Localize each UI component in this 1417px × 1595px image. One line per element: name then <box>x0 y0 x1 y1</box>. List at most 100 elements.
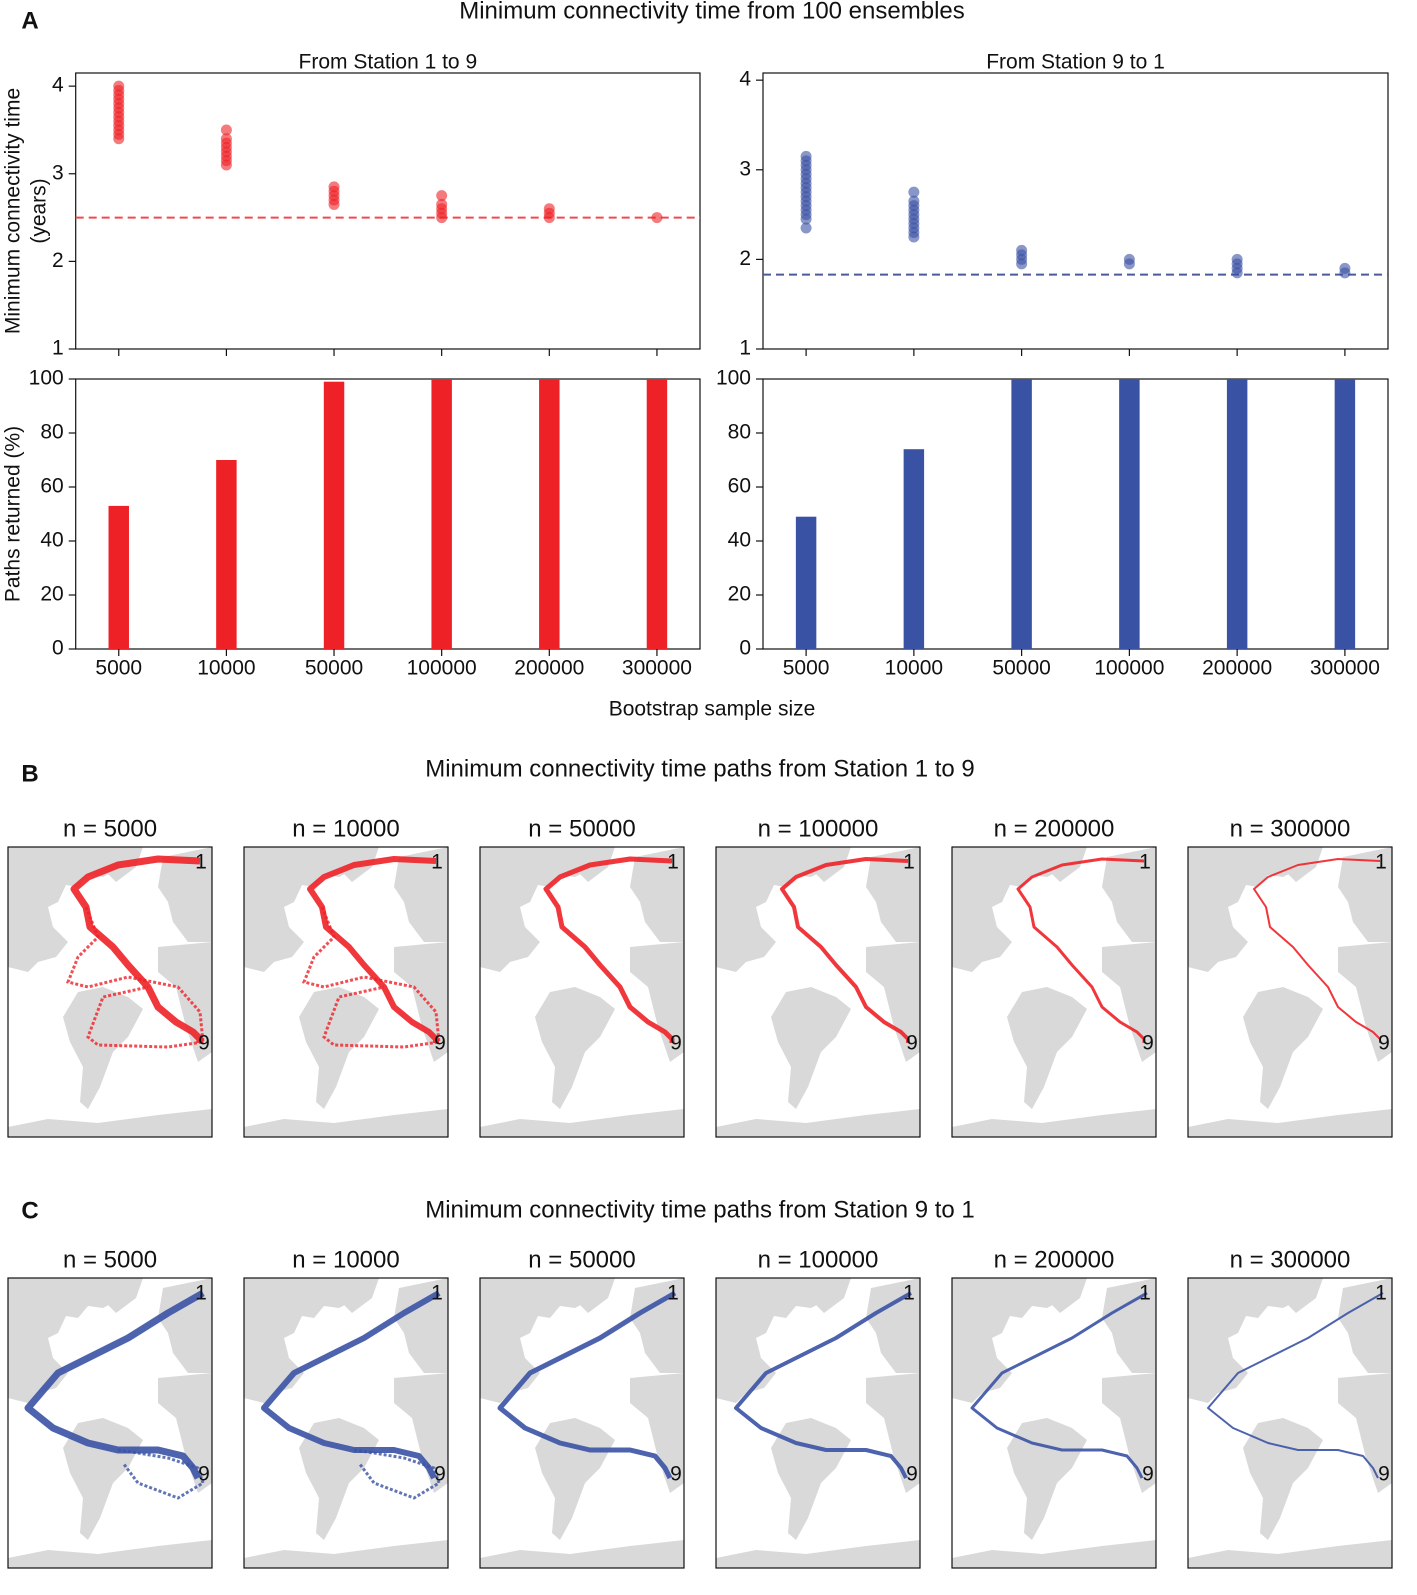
map-frame <box>479 1277 685 1569</box>
x-tick-label: 300000 <box>622 657 692 680</box>
bar <box>323 381 345 649</box>
connectivity-path <box>117 1448 205 1500</box>
bar <box>646 379 668 649</box>
chart-title: From Station 1 to 9 <box>299 51 478 74</box>
x-tick-label: 100000 <box>1094 657 1164 680</box>
bar <box>108 505 129 649</box>
map: 19 <box>479 846 685 1138</box>
y-tick-label: 60 <box>728 475 751 498</box>
y-tick-label: 0 <box>739 637 751 660</box>
y-tick-label: 2 <box>52 249 64 272</box>
map-title: n = 200000 <box>994 1246 1115 1273</box>
map-frame <box>715 846 921 1138</box>
station-label: 1 <box>1375 851 1387 874</box>
station-label: 1 <box>431 1282 443 1305</box>
station-label: 9 <box>434 1463 446 1486</box>
panel-letter: C <box>21 1197 38 1224</box>
connectivity-path <box>24 1289 205 1480</box>
station-label: 1 <box>667 851 679 874</box>
map-title: n = 50000 <box>528 815 635 842</box>
y-tick-label: 3 <box>739 157 751 180</box>
landmass <box>1188 1278 1392 1568</box>
x-axis-label: Bootstrap sample size <box>609 698 816 721</box>
y-tick-label: 20 <box>40 583 63 606</box>
point <box>800 150 812 162</box>
landmass <box>716 847 920 1137</box>
y-tick-label: 20 <box>728 583 751 606</box>
point <box>436 190 448 202</box>
station-label: 9 <box>1142 1032 1154 1055</box>
point <box>220 133 232 145</box>
station-label: 1 <box>1139 1282 1151 1305</box>
map: 19 <box>243 846 449 1138</box>
connectivity-path <box>497 1290 677 1480</box>
axes-frame <box>762 72 1389 350</box>
point <box>1016 244 1028 256</box>
map: 19 <box>1187 846 1393 1138</box>
connectivity-path <box>261 1290 441 1480</box>
station-label: 9 <box>670 1463 682 1486</box>
bar <box>1226 379 1248 649</box>
point <box>220 124 232 136</box>
axes-frame <box>75 72 701 350</box>
map: 19 <box>7 846 213 1138</box>
point <box>651 212 663 224</box>
bar <box>1334 379 1356 649</box>
y-tick-label: 1 <box>739 337 751 360</box>
panel-title: Minimum connectivity time paths from Sta… <box>425 755 975 782</box>
map: 19 <box>951 846 1157 1138</box>
connectivity-path <box>970 1291 1148 1479</box>
station-label: 9 <box>198 1032 210 1055</box>
x-tick-label: 200000 <box>514 657 584 680</box>
map-title: n = 300000 <box>1230 1246 1351 1273</box>
panel-title: Minimum connectivity time paths from Sta… <box>425 1196 975 1223</box>
point <box>1123 253 1135 265</box>
map-title: n = 100000 <box>758 815 879 842</box>
y-tick-label: 2 <box>739 247 751 270</box>
map-frame <box>243 1277 449 1569</box>
station-label: 9 <box>1378 1032 1390 1055</box>
x-tick-label: 100000 <box>407 657 477 680</box>
connectivity-path <box>1207 1292 1384 1479</box>
station-label: 9 <box>670 1032 682 1055</box>
map-title: n = 200000 <box>994 815 1115 842</box>
y-tick-label: 40 <box>40 529 63 552</box>
map: 19 <box>7 1277 213 1569</box>
y-axis-label: Minimum connectivity time <box>2 88 25 334</box>
connectivity-path <box>1253 858 1381 1043</box>
map-frame <box>479 846 685 1138</box>
station-label: 1 <box>1139 851 1151 874</box>
map-title: n = 5000 <box>63 1246 157 1273</box>
x-tick-label: 300000 <box>1310 657 1380 680</box>
point <box>436 198 448 210</box>
y-tick-label: 80 <box>40 421 63 444</box>
point <box>113 80 125 92</box>
landmass <box>952 847 1156 1137</box>
y-axis-label: Paths returned (%) <box>2 426 25 602</box>
map: 19 <box>715 846 921 1138</box>
x-tick-label: 5000 <box>95 657 142 680</box>
map-frame <box>951 846 1157 1138</box>
point <box>1339 262 1351 274</box>
x-tick-label: 10000 <box>197 657 255 680</box>
x-tick-label: 5000 <box>783 657 830 680</box>
x-tick-label: 200000 <box>1202 657 1272 680</box>
station-label: 9 <box>1142 1463 1154 1486</box>
station-label: 1 <box>195 851 207 874</box>
connectivity-path <box>734 1291 912 1479</box>
station-label: 9 <box>906 1463 918 1486</box>
connectivity-path <box>1016 857 1146 1043</box>
connectivity-path <box>543 856 675 1043</box>
bar <box>1011 379 1032 649</box>
map-title: n = 100000 <box>758 1246 879 1273</box>
x-tick-label: 10000 <box>885 657 943 680</box>
station-label: 1 <box>431 851 443 874</box>
station-label: 1 <box>903 851 915 874</box>
map-frame <box>1187 1277 1393 1569</box>
point <box>908 186 920 198</box>
y-tick-label: 60 <box>40 475 63 498</box>
map-frame <box>951 1277 1157 1569</box>
point <box>328 181 340 193</box>
station-label: 1 <box>903 1282 915 1305</box>
